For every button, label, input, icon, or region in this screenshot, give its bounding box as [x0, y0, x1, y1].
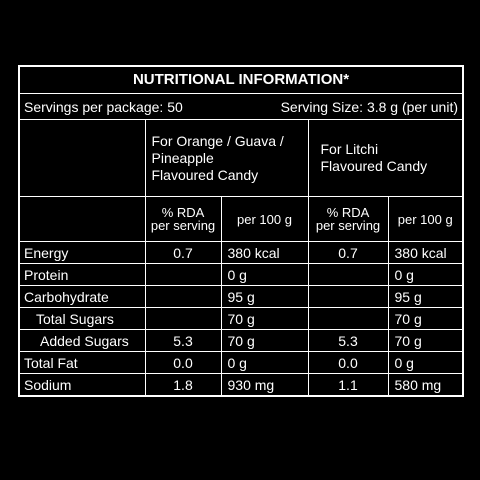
nutrition-table: NUTRITIONAL INFORMATION* Servings per pac… [18, 65, 464, 397]
nutrient-value: 0 g [387, 351, 464, 374]
nutrient-value: 1.1 [307, 373, 389, 397]
nutrient-row: Carbohydrate 95 g 95 g [18, 285, 464, 308]
subheader: per 100 g [387, 196, 464, 242]
subheader: % RDA per serving [307, 196, 389, 242]
nutrient-value: 95 g [387, 285, 464, 308]
nutrient-name: Added Sugars [18, 329, 146, 352]
nutrient-row: Sodium 1.8 930 mg 1.1 580 mg [18, 373, 464, 397]
text-line: Flavoured Candy [320, 158, 428, 174]
nutrient-value [144, 263, 222, 286]
nutrient-name: Sodium [18, 373, 146, 397]
nutrient-value: 70 g [387, 329, 464, 352]
nutrient-value [307, 263, 389, 286]
nutrient-value: 380 kcal [220, 241, 309, 264]
product-name: For Orange / Guava / Pineapple Flavoured C… [144, 119, 309, 197]
nutrient-value: 5.3 [144, 329, 222, 352]
empty-cell [18, 119, 146, 197]
nutrient-row: Total Fat 0.0 0 g 0.0 0 g [18, 351, 464, 374]
title: NUTRITIONAL INFORMATION* [18, 65, 464, 94]
nutrient-value: 0.0 [307, 351, 389, 374]
text-line: Pineapple [151, 149, 214, 166]
nutrient-value: 70 g [220, 307, 309, 330]
nutrient-value [144, 285, 222, 308]
text-line: % RDA [161, 205, 205, 220]
nutrient-value: 1.8 [144, 373, 222, 397]
text-line: per serving [315, 218, 381, 233]
servings-row: Servings per package: 50 Serving Size: 3.… [18, 93, 464, 120]
nutrient-name: Total Fat [18, 351, 146, 374]
nutrient-value: 380 kcal [387, 241, 464, 264]
nutrient-value [144, 307, 222, 330]
product-row: For Orange / Guava / Pineapple Flavoured C… [18, 119, 464, 197]
nutrient-row: Added Sugars 5.3 70 g 5.3 70 g [18, 329, 464, 352]
empty-cell [18, 196, 146, 242]
text-line: For Litchi [320, 141, 379, 157]
title-row: NUTRITIONAL INFORMATION* [18, 65, 464, 94]
subheader-row: % RDA per serving per 100 g% RDA per servin… [18, 196, 464, 242]
nutrient-value: 0 g [220, 351, 309, 374]
text-line: per 100 g [237, 211, 292, 227]
text-line: Flavoured Candy [151, 166, 259, 183]
nutrient-name: Protein [18, 263, 146, 286]
subheader: % RDA per serving [144, 196, 222, 242]
text-line: For Orange / Guava / [151, 132, 284, 149]
nutrient-value: 0 g [387, 263, 464, 286]
servings-cell: Servings per package: 50 Serving Size: 3.… [18, 93, 464, 120]
nutrient-row: Protein 0 g 0 g [18, 263, 464, 286]
servings-per-package: Servings per package: 50 [24, 98, 183, 115]
nutrient-value: 0 g [220, 263, 309, 286]
nutrient-value: 95 g [220, 285, 309, 308]
nutrient-value [307, 285, 389, 308]
nutrient-value: 5.3 [307, 329, 389, 352]
text-line: per serving [150, 218, 216, 233]
subheader: per 100 g [220, 196, 309, 242]
text-line: % RDA [326, 205, 370, 220]
nutrient-row: Energy 0.7 380 kcal 0.7 380 kcal [18, 241, 464, 264]
serving-size: Serving Size: 3.8 g (per unit) [280, 98, 458, 115]
nutrient-value: 930 mg [220, 373, 309, 397]
nutrient-row: Total Sugars 70 g 70 g [18, 307, 464, 330]
nutrient-value: 0.7 [307, 241, 389, 264]
nutrient-name: Carbohydrate [18, 285, 146, 308]
nutrient-value: 70 g [220, 329, 309, 352]
nutrient-value: 580 mg [387, 373, 464, 397]
nutrient-value: 0.7 [144, 241, 222, 264]
nutrient-name: Total Sugars [18, 307, 146, 330]
nutrient-value [307, 307, 389, 330]
nutrient-value: 0.0 [144, 351, 222, 374]
nutrient-name: Energy [18, 241, 146, 264]
table-body: NUTRITIONAL INFORMATION* Servings per pac… [18, 65, 464, 397]
text-line: per 100 g [397, 211, 453, 227]
product-name: For Litchi Flavoured Candy [307, 119, 464, 197]
nutrient-value: 70 g [387, 307, 464, 330]
